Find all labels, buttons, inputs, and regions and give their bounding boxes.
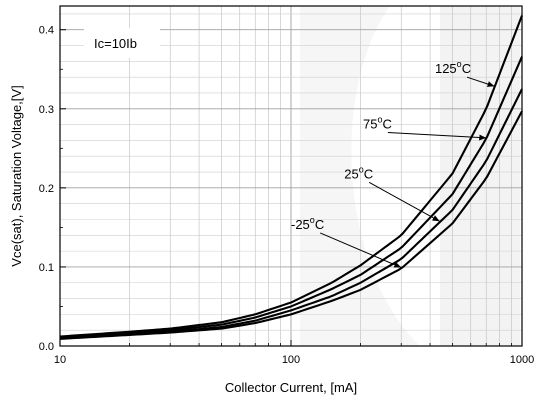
y-tick-label: 0.2 <box>39 183 54 195</box>
y-tick-label: 0.4 <box>39 25 54 37</box>
x-tick-label: 100 <box>282 354 300 366</box>
annotation-layer: 125oC 75oC 25oC -25oC <box>291 59 495 268</box>
condition-label: Ic=10Ib <box>94 36 137 51</box>
annotation-label: -25oC <box>291 215 324 232</box>
series-layer <box>59 15 523 340</box>
annotation-label: 125oC <box>435 59 471 76</box>
series-line-1 <box>59 15 523 338</box>
y-tick-label: 0.1 <box>39 262 54 274</box>
x-tick-label: 1000 <box>510 354 534 366</box>
annotation-arrow <box>320 232 402 268</box>
annotation-arrow <box>387 132 487 141</box>
axis-ticks: 10 100 1000 0.0 0.1 0.2 0.3 0.4 <box>39 25 535 366</box>
annotation-label: 25oC <box>344 164 373 181</box>
series-line-4 <box>59 110 523 340</box>
y-tick-label: 0.0 <box>39 341 54 353</box>
annotation-label: 75oC <box>363 115 392 132</box>
y-axis-label: Vce(sat), Saturation Voltage,[V] <box>9 85 24 266</box>
annotation-arrow <box>466 76 495 87</box>
watermark <box>300 6 520 346</box>
x-tick-label: 10 <box>54 354 66 366</box>
annotation-arrow <box>368 181 440 222</box>
y-tick-label: 0.3 <box>39 104 54 116</box>
grid <box>60 6 522 346</box>
condition-box: Ic=10Ib <box>84 28 160 58</box>
x-axis-label: Collector Current, [mA] <box>225 380 357 395</box>
